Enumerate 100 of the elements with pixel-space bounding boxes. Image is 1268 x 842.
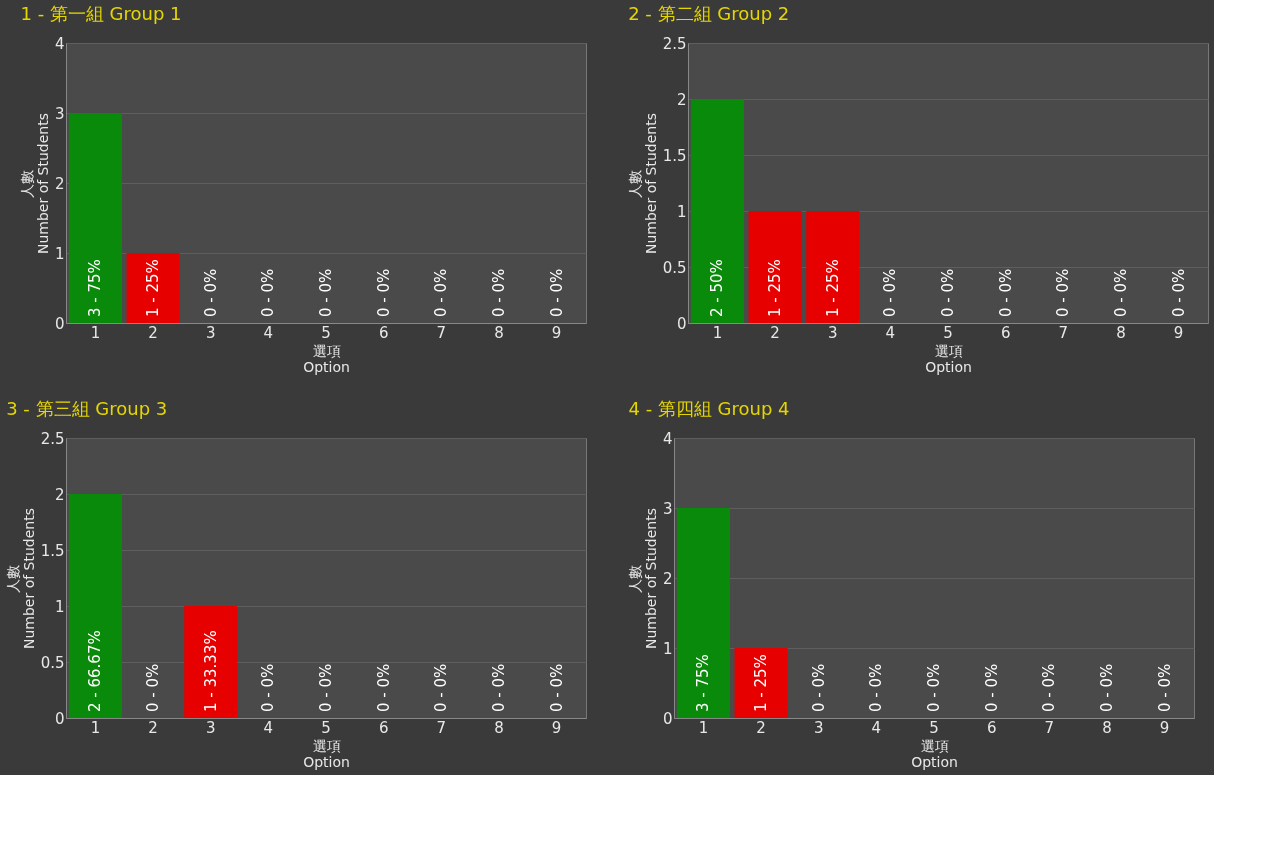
x-tick-label: 6	[378, 718, 389, 737]
x-tick-label: 4	[263, 323, 274, 342]
x-tick-label: 6	[378, 323, 389, 342]
data-label: 0 - 0%	[374, 663, 393, 712]
y-tick-label: 3	[54, 104, 65, 123]
x-tick-label: 8	[494, 323, 504, 342]
data-label: 0 - 0%	[374, 268, 393, 317]
data-label: 0 - 0%	[867, 663, 886, 712]
x-tick-label: 9	[551, 718, 562, 737]
x-tick-label: 2	[756, 718, 766, 737]
chart-title: 4 - 第四組 Group 4	[628, 398, 790, 419]
data-label: 0 - 0%	[489, 663, 508, 712]
y-tick-label: 1.5	[40, 541, 65, 560]
x-tick-label: 5	[929, 718, 939, 737]
data-label: 0 - 0%	[317, 663, 335, 712]
data-label: 0 - 0%	[925, 663, 943, 712]
data-label: 0 - 0%	[489, 268, 508, 317]
x-tick-label: 2	[148, 323, 158, 342]
data-label: 3 - 75%	[86, 259, 105, 317]
x-tick-label: 1	[698, 718, 709, 737]
y-tick-label: 2	[662, 569, 673, 588]
x-tick-label: 2	[770, 323, 780, 342]
x-tick-label: 4	[871, 718, 882, 737]
x-axis-title: 選項 Option	[925, 342, 972, 375]
y-tick-label: 0	[676, 314, 687, 333]
x-tick-label: 7	[1044, 718, 1055, 737]
data-label: 0 - 0%	[1155, 663, 1174, 712]
x-tick-label: 9	[1173, 323, 1184, 342]
data-label: 2 - 50%	[708, 259, 727, 317]
y-tick-label: 2	[676, 90, 687, 109]
data-label: 0 - 0%	[996, 268, 1015, 317]
y-tick-label: 1.5	[662, 146, 687, 165]
x-tick-label: 1	[90, 323, 101, 342]
y-tick-label: 2.5	[40, 429, 65, 448]
data-label: 0 - 0%	[547, 663, 566, 712]
y-tick-label: 1	[54, 244, 65, 263]
x-tick-label: 5	[321, 323, 331, 342]
x-tick-label: 3	[205, 718, 216, 737]
x-tick-label: 6	[986, 718, 997, 737]
x-tick-label: 2	[148, 718, 158, 737]
chart-title: 2 - 第二組 Group 2	[628, 3, 790, 24]
data-label: 3 - 75%	[694, 654, 713, 712]
x-tick-label: 5	[321, 718, 331, 737]
data-label: 0 - 0%	[881, 268, 900, 317]
x-tick-label: 3	[205, 323, 216, 342]
data-label: 0 - 0%	[259, 663, 278, 712]
data-label: 0 - 0%	[982, 663, 1001, 712]
data-label: 0 - 0%	[259, 268, 278, 317]
y-tick-label: 1	[676, 202, 687, 221]
x-tick-label: 6	[1000, 323, 1011, 342]
x-tick-label: 3	[827, 323, 838, 342]
y-tick-label: 0	[662, 709, 673, 728]
y-tick-label: 2	[54, 485, 65, 504]
x-axis-title: 選項 Option	[303, 737, 350, 770]
y-tick-label: 1	[54, 597, 65, 616]
x-tick-label: 7	[436, 323, 447, 342]
x-tick-label: 8	[494, 718, 504, 737]
data-label: 1 - 25%	[752, 654, 771, 712]
x-tick-label: 9	[1159, 718, 1170, 737]
x-tick-label: 1	[90, 718, 101, 737]
data-label: 1 - 33.33%	[201, 630, 220, 712]
x-tick-label: 1	[712, 323, 723, 342]
y-tick-label: 2.5	[662, 34, 687, 53]
x-tick-label: 8	[1102, 718, 1112, 737]
x-axis-title: 選項 Option	[303, 342, 350, 375]
x-axis-title: 選項 Option	[911, 737, 958, 770]
data-label: 0 - 0%	[317, 268, 335, 317]
data-label: 0 - 0%	[1054, 268, 1073, 317]
data-label: 0 - 0%	[144, 663, 163, 712]
x-tick-label: 7	[1058, 323, 1069, 342]
data-label: 0 - 0%	[939, 268, 957, 317]
y-tick-label: 1	[662, 639, 673, 658]
data-label: 1 - 25%	[144, 259, 163, 317]
y-tick-label: 0.5	[662, 258, 687, 277]
x-tick-label: 5	[943, 323, 953, 342]
y-axis-title: 人數 Number of Students	[18, 112, 51, 255]
data-label: 0 - 0%	[1111, 268, 1130, 317]
y-tick-label: 0	[54, 709, 65, 728]
chart-title: 1 - 第一組 Group 1	[20, 3, 182, 24]
data-label: 0 - 0%	[809, 663, 828, 712]
x-tick-label: 9	[551, 323, 562, 342]
y-tick-label: 4	[662, 429, 673, 448]
y-tick-label: 3	[662, 499, 673, 518]
y-tick-label: 2	[54, 174, 65, 193]
data-label: 0 - 0%	[547, 268, 566, 317]
x-tick-label: 4	[885, 323, 896, 342]
chart-title: 3 - 第三組 Group 3	[6, 398, 168, 419]
x-tick-label: 8	[1116, 323, 1126, 342]
data-label: 1 - 25%	[766, 259, 785, 317]
x-tick-label: 7	[436, 718, 447, 737]
data-label: 0 - 0%	[432, 663, 451, 712]
data-label: 0 - 0%	[201, 268, 220, 317]
data-label: 0 - 0%	[1040, 663, 1059, 712]
data-label: 2 - 66.67%	[86, 630, 105, 712]
y-axis-title: 人數 Number of Students	[4, 507, 37, 650]
y-tick-label: 4	[54, 34, 65, 53]
data-label: 0 - 0%	[1097, 663, 1116, 712]
y-axis-title: 人數 Number of Students	[626, 507, 659, 650]
y-tick-label: 0	[54, 314, 65, 333]
x-tick-label: 3	[813, 718, 824, 737]
